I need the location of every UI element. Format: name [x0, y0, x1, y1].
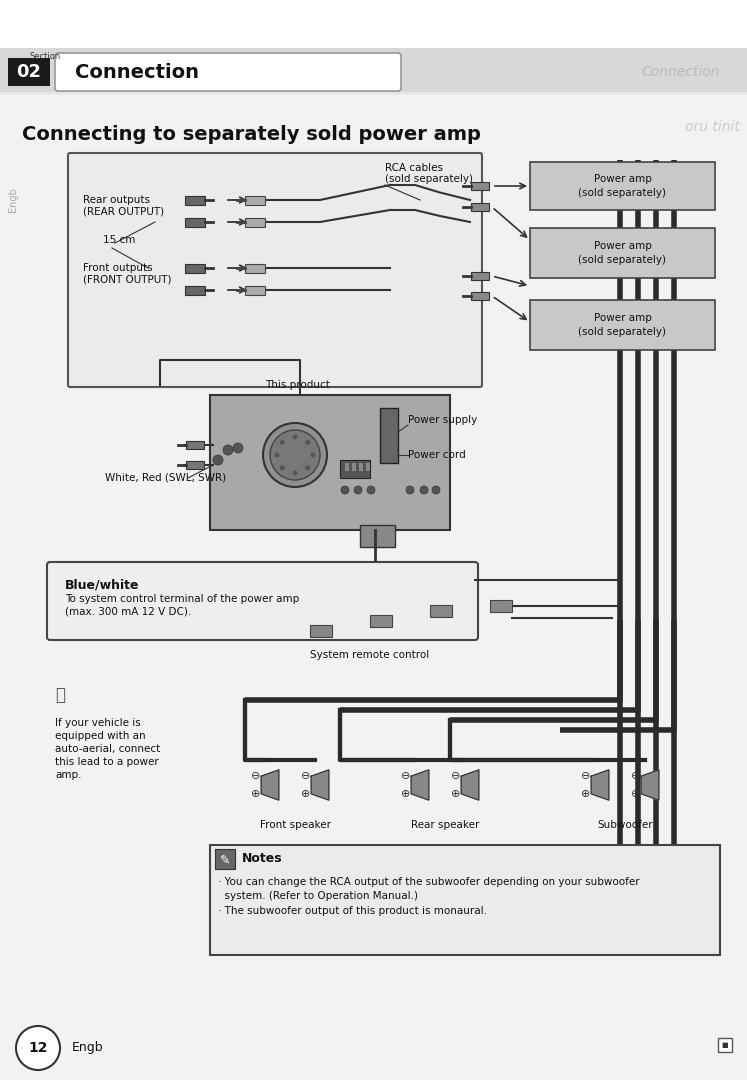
- Circle shape: [223, 445, 233, 455]
- Circle shape: [341, 486, 349, 494]
- Text: Power supply: Power supply: [408, 415, 477, 426]
- Text: Front speaker: Front speaker: [259, 820, 330, 831]
- Text: (sold separately): (sold separately): [385, 174, 473, 184]
- Text: ⊕: ⊕: [302, 788, 311, 799]
- Circle shape: [280, 465, 285, 470]
- Text: Power cord: Power cord: [408, 450, 465, 460]
- Circle shape: [293, 471, 297, 475]
- FancyBboxPatch shape: [366, 463, 370, 471]
- Text: ⊕: ⊕: [581, 788, 591, 799]
- Polygon shape: [461, 770, 479, 800]
- Text: If your vehicle is: If your vehicle is: [55, 718, 140, 728]
- FancyBboxPatch shape: [530, 162, 715, 210]
- Text: Notes: Notes: [242, 851, 282, 864]
- FancyBboxPatch shape: [340, 460, 370, 478]
- Circle shape: [406, 486, 414, 494]
- FancyBboxPatch shape: [490, 600, 512, 612]
- Text: ⊕: ⊕: [401, 788, 411, 799]
- FancyBboxPatch shape: [185, 195, 205, 204]
- FancyBboxPatch shape: [213, 848, 393, 870]
- Text: ⊕: ⊕: [451, 788, 461, 799]
- FancyBboxPatch shape: [245, 217, 265, 227]
- FancyBboxPatch shape: [47, 562, 478, 640]
- Circle shape: [16, 1026, 60, 1070]
- Circle shape: [306, 440, 310, 445]
- Circle shape: [367, 486, 375, 494]
- Text: Rear outputs: Rear outputs: [83, 195, 150, 205]
- Text: Connection: Connection: [642, 65, 720, 79]
- FancyBboxPatch shape: [215, 849, 235, 869]
- FancyBboxPatch shape: [55, 53, 401, 91]
- Circle shape: [213, 455, 223, 465]
- Text: White, Red (SWL, SWR): White, Red (SWL, SWR): [105, 473, 226, 483]
- Text: Connection: Connection: [75, 63, 199, 81]
- FancyBboxPatch shape: [8, 58, 50, 86]
- Text: Power amp
(sold separately): Power amp (sold separately): [578, 242, 666, 265]
- Text: Section: Section: [30, 52, 61, 60]
- Circle shape: [263, 423, 327, 487]
- Text: Front outputs: Front outputs: [83, 264, 152, 273]
- FancyBboxPatch shape: [210, 845, 720, 955]
- FancyBboxPatch shape: [0, 48, 747, 92]
- FancyBboxPatch shape: [352, 463, 356, 471]
- Text: Subwoofer: Subwoofer: [597, 820, 653, 831]
- FancyBboxPatch shape: [68, 153, 482, 387]
- Text: Power amp
(sold separately): Power amp (sold separately): [578, 174, 666, 198]
- Text: RCA cables: RCA cables: [385, 163, 443, 173]
- Circle shape: [432, 486, 440, 494]
- FancyBboxPatch shape: [359, 463, 363, 471]
- Circle shape: [293, 434, 297, 440]
- FancyBboxPatch shape: [186, 461, 204, 469]
- Text: Blue/white: Blue/white: [65, 578, 140, 591]
- FancyBboxPatch shape: [530, 300, 715, 350]
- Text: oru tinit: oru tinit: [685, 120, 740, 134]
- Text: Power amp
(sold separately): Power amp (sold separately): [578, 313, 666, 337]
- FancyBboxPatch shape: [370, 615, 392, 627]
- Text: ⊖: ⊖: [302, 771, 311, 781]
- Text: Rear speaker: Rear speaker: [411, 820, 479, 831]
- Circle shape: [354, 486, 362, 494]
- Text: 12: 12: [28, 1041, 48, 1055]
- FancyBboxPatch shape: [471, 183, 489, 190]
- Text: · You can change the RCA output of the subwoofer depending on your subwoofer: · You can change the RCA output of the s…: [218, 877, 639, 887]
- Circle shape: [306, 465, 310, 470]
- FancyBboxPatch shape: [345, 463, 349, 471]
- Polygon shape: [261, 770, 279, 800]
- Text: ■: ■: [722, 1042, 728, 1048]
- Text: amp.: amp.: [55, 770, 81, 780]
- Text: Connecting to separately sold power amp: Connecting to separately sold power amp: [22, 125, 481, 144]
- FancyBboxPatch shape: [430, 605, 452, 617]
- Text: ⊖: ⊖: [451, 771, 461, 781]
- FancyBboxPatch shape: [0, 0, 747, 95]
- Polygon shape: [311, 770, 329, 800]
- Circle shape: [311, 453, 315, 458]
- Text: equipped with an: equipped with an: [55, 731, 146, 741]
- Circle shape: [270, 430, 320, 480]
- Text: ⊕: ⊕: [252, 788, 261, 799]
- FancyBboxPatch shape: [186, 441, 204, 449]
- FancyBboxPatch shape: [471, 272, 489, 280]
- Text: system. (Refer to Operation Manual.): system. (Refer to Operation Manual.): [218, 891, 418, 901]
- FancyBboxPatch shape: [245, 285, 265, 295]
- Text: 15 cm: 15 cm: [103, 235, 135, 245]
- Text: ✎: ✎: [220, 853, 230, 866]
- Text: This product: This product: [265, 380, 330, 390]
- FancyBboxPatch shape: [360, 525, 395, 546]
- Polygon shape: [411, 770, 429, 800]
- Text: Engb: Engb: [8, 188, 18, 213]
- Text: Engb: Engb: [72, 1041, 104, 1054]
- Text: 02: 02: [16, 63, 42, 81]
- Text: (FRONT OUTPUT): (FRONT OUTPUT): [83, 274, 172, 284]
- FancyBboxPatch shape: [380, 408, 398, 463]
- Text: ⊖: ⊖: [252, 771, 261, 781]
- Text: ⊖: ⊖: [581, 771, 591, 781]
- Circle shape: [420, 486, 428, 494]
- Polygon shape: [591, 770, 609, 800]
- Circle shape: [280, 440, 285, 445]
- FancyBboxPatch shape: [310, 625, 332, 637]
- FancyBboxPatch shape: [245, 195, 265, 204]
- Text: auto-aerial, connect: auto-aerial, connect: [55, 744, 161, 754]
- Text: ⊖: ⊖: [401, 771, 411, 781]
- Text: To system control terminal of the power amp: To system control terminal of the power …: [65, 594, 300, 604]
